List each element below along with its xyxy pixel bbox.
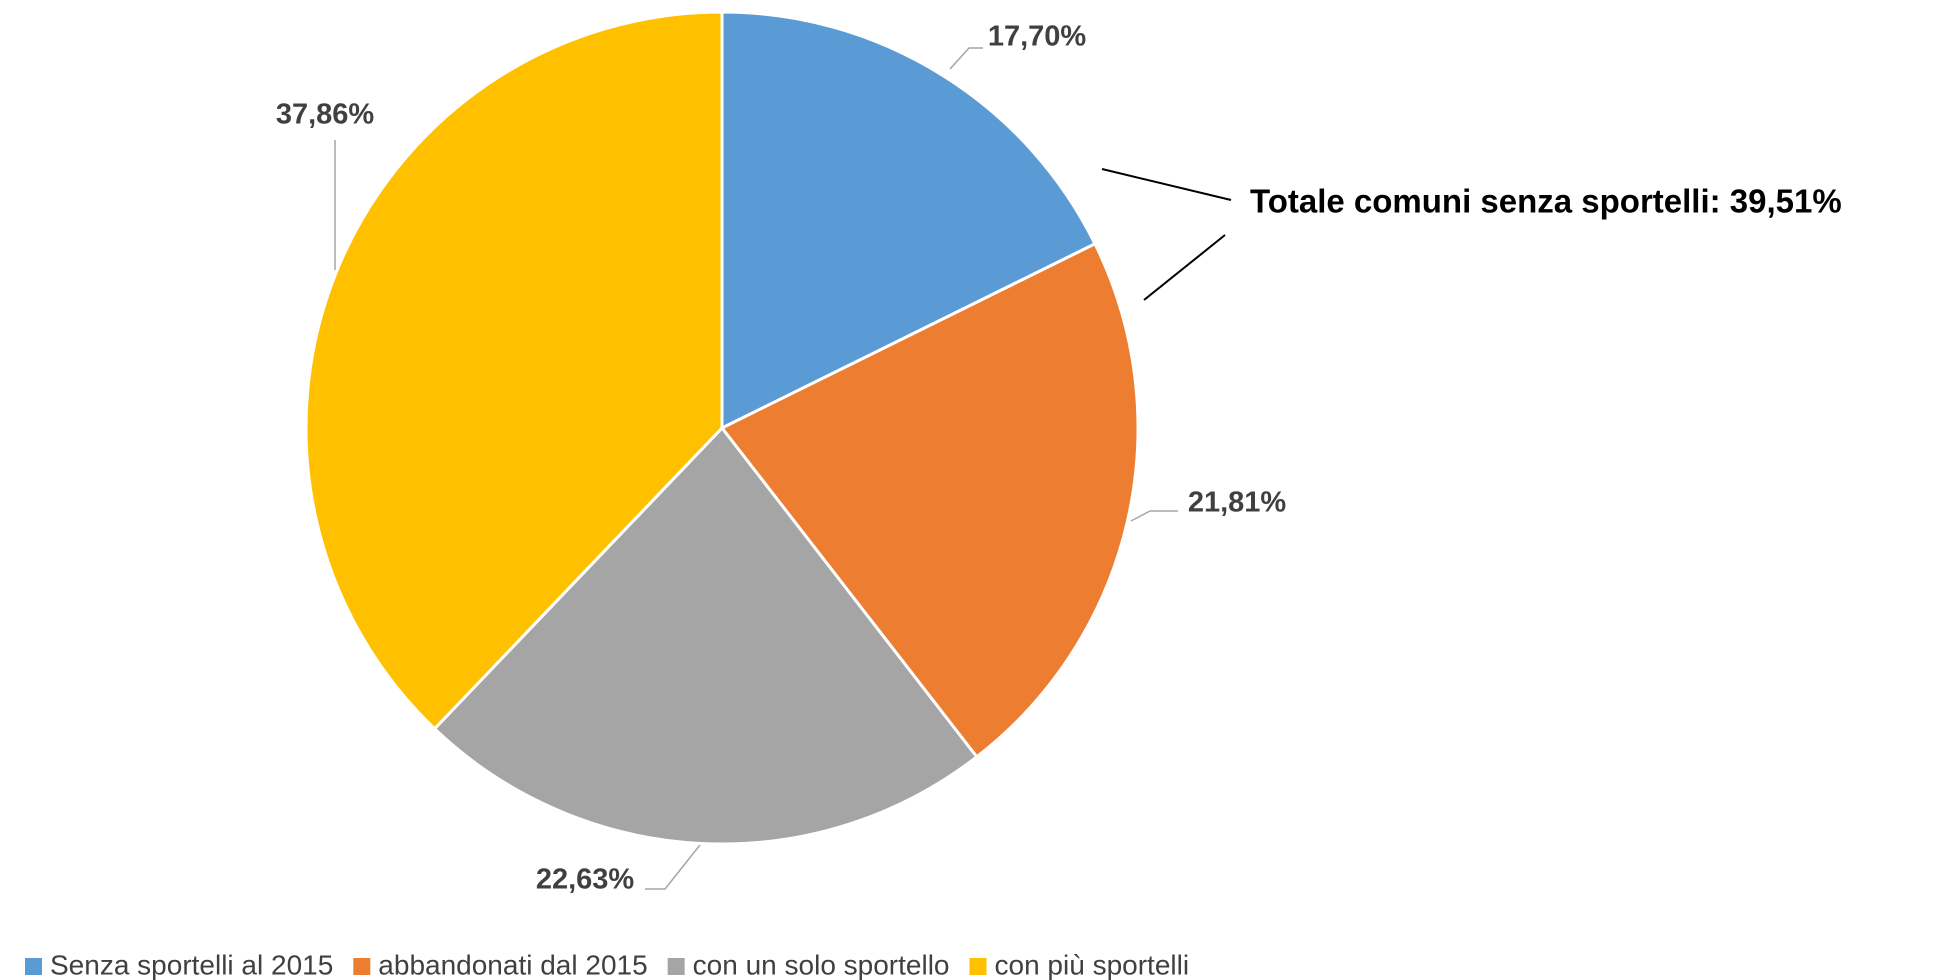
data-label: 17,70% bbox=[988, 21, 1087, 53]
pie-slice bbox=[432, 425, 979, 846]
data-label: 37,86% bbox=[276, 99, 375, 131]
leader-line bbox=[1130, 510, 1178, 522]
pie-slice bbox=[720, 10, 1098, 431]
legend-swatch bbox=[25, 958, 42, 975]
pie-slice bbox=[304, 10, 724, 731]
annotation-line bbox=[1101, 168, 1232, 201]
legend-label: Senza sportelli al 2015 bbox=[50, 949, 333, 980]
legend-swatch bbox=[353, 958, 371, 975]
legend-swatch bbox=[667, 958, 685, 975]
legend-label: con un solo sportello bbox=[693, 949, 950, 980]
data-label: 21,81% bbox=[1188, 487, 1287, 519]
annotation-line bbox=[1143, 234, 1226, 301]
data-label: 22,63% bbox=[536, 864, 635, 896]
annotation: Totale comuni senza sportelli: 39,51% bbox=[1250, 183, 1842, 220]
leader-line bbox=[949, 47, 983, 70]
legend-label: con più sportelli bbox=[995, 949, 1190, 980]
leader-line bbox=[645, 844, 701, 890]
pie-slice bbox=[719, 241, 1140, 759]
pie bbox=[304, 10, 1140, 846]
legend-label: abbandonati dal 2015 bbox=[378, 949, 647, 980]
legend-swatch bbox=[969, 958, 987, 975]
